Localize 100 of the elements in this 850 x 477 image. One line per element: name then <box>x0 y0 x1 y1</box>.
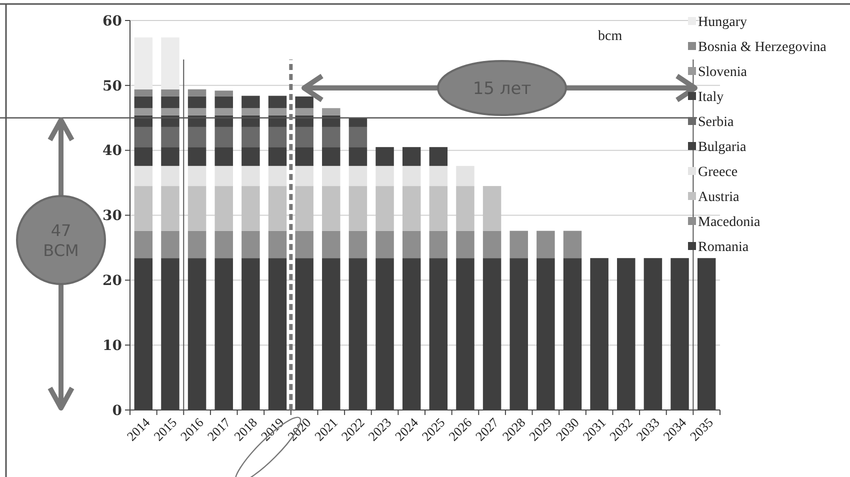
bar <box>376 230 394 258</box>
bar <box>188 126 206 148</box>
bar <box>188 89 206 96</box>
bar <box>242 186 260 231</box>
bar <box>161 37 180 90</box>
bar <box>188 147 206 166</box>
bar <box>429 186 448 231</box>
legend-label: Bosnia & Herzegovina <box>698 40 828 55</box>
bar <box>161 89 180 96</box>
legend-label: Hungary <box>698 14 747 30</box>
bar <box>322 108 340 116</box>
bar <box>268 230 287 258</box>
bar <box>348 118 368 127</box>
bar <box>322 166 340 186</box>
bar <box>161 115 180 127</box>
bar <box>134 126 153 148</box>
y-tick-label: 60 <box>102 13 122 30</box>
bar <box>376 186 394 231</box>
y-tick-label: 10 <box>102 338 122 354</box>
bar <box>214 108 233 116</box>
legend-label: Bulgaria <box>698 140 747 155</box>
bar <box>242 166 260 186</box>
legend-label: Austria <box>698 190 740 205</box>
legend-label: Macedonia <box>698 214 761 230</box>
bar <box>134 96 153 108</box>
bar <box>348 147 368 166</box>
bar <box>161 126 180 148</box>
bar <box>268 96 287 108</box>
bar <box>214 90 233 96</box>
bar <box>242 126 260 148</box>
bar <box>402 230 421 258</box>
bar <box>348 230 368 258</box>
bar <box>242 147 260 166</box>
bar <box>214 115 233 127</box>
x-tick-label: 2031 <box>580 414 609 444</box>
bar <box>188 108 206 116</box>
annotation: bcm <box>598 29 622 44</box>
bar <box>322 115 340 127</box>
bar <box>134 37 153 90</box>
bar <box>188 96 206 108</box>
bar <box>268 108 287 116</box>
legend-label: Greece <box>698 164 738 180</box>
bar <box>214 230 233 258</box>
bar <box>295 126 314 148</box>
bar <box>268 166 287 186</box>
bar <box>134 230 153 258</box>
bar <box>161 147 180 166</box>
bar <box>348 126 368 148</box>
bar <box>348 166 368 186</box>
bar <box>161 230 180 258</box>
bar <box>134 186 153 231</box>
bar <box>295 115 314 127</box>
bar <box>214 166 233 186</box>
bar <box>536 230 555 258</box>
bar <box>268 147 287 166</box>
legend-label: Italy <box>698 90 724 105</box>
bar <box>295 230 314 258</box>
legend-label: Romania <box>698 240 750 255</box>
bar <box>322 126 340 148</box>
bar <box>188 230 206 258</box>
bar <box>268 186 287 231</box>
bar <box>348 186 368 231</box>
bar <box>161 108 180 116</box>
bar <box>563 230 582 258</box>
y-tick-label: 40 <box>102 143 122 160</box>
bar <box>456 166 474 186</box>
bar <box>482 186 502 231</box>
legend-label: Serbia <box>698 114 735 130</box>
bar <box>214 126 233 148</box>
y-tick-label: 50 <box>102 78 122 94</box>
y-tick-label: 20 <box>102 273 122 290</box>
bar <box>322 186 340 231</box>
y-tick-label: 30 <box>102 208 122 224</box>
bar <box>482 230 502 258</box>
bar <box>295 108 314 116</box>
bar <box>134 89 153 96</box>
bar <box>161 166 180 186</box>
bar <box>295 186 314 231</box>
bar <box>214 96 233 108</box>
y-tick-label: 0 <box>112 402 122 419</box>
bar <box>161 186 180 231</box>
bar <box>402 186 421 231</box>
bar <box>242 230 260 258</box>
bar <box>188 166 206 186</box>
bar <box>322 147 340 166</box>
bar <box>456 186 474 231</box>
bar <box>429 230 448 258</box>
bar <box>429 166 448 186</box>
bar <box>295 147 314 166</box>
bar <box>134 166 153 186</box>
bar <box>456 230 474 258</box>
bar <box>134 147 153 166</box>
bar <box>134 108 153 116</box>
bar <box>402 166 421 186</box>
bar <box>322 230 340 258</box>
bar <box>376 147 394 166</box>
bar <box>242 108 260 116</box>
bar <box>214 186 233 231</box>
bar <box>242 96 260 108</box>
bar <box>295 166 314 186</box>
